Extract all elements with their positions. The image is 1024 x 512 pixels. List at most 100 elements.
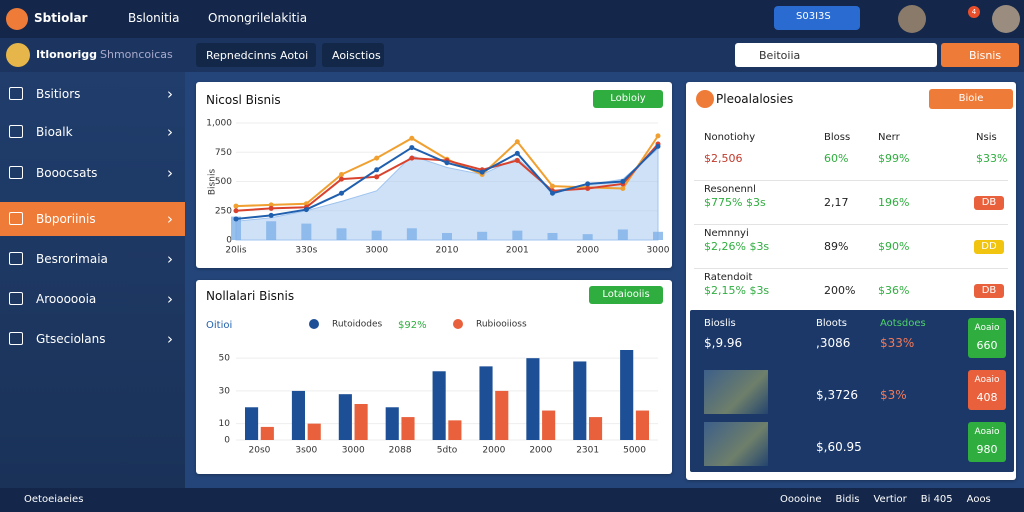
table-cell: $36% — [878, 284, 910, 297]
sidebar-item[interactable]: Bioalk — [0, 115, 185, 149]
table-cell: 196% — [878, 196, 910, 209]
table-cell: $99% — [878, 152, 910, 165]
x-tick-label: 20s0 — [249, 446, 271, 456]
bar — [617, 229, 628, 240]
button-label: Aoaio — [974, 375, 1000, 385]
thumbnail — [704, 370, 768, 414]
sidebar-item[interactable]: Besrorimaia — [0, 242, 185, 276]
bar — [260, 426, 274, 440]
row-button[interactable]: DB — [974, 196, 1004, 210]
x-tick-label: 330s — [295, 246, 317, 256]
table-cell: 2,17 — [824, 196, 849, 209]
sidebar-item[interactable]: Gtseciolans — [0, 322, 185, 356]
row-button[interactable]: DD — [974, 240, 1004, 254]
bar — [338, 394, 352, 440]
bar — [620, 350, 634, 440]
point — [620, 179, 626, 184]
legend-label: Rubiooiioss — [476, 320, 527, 330]
point — [409, 155, 415, 161]
legend-swatch — [453, 319, 463, 329]
nav-link[interactable]: Bslonitia — [128, 11, 180, 25]
bar — [542, 410, 556, 440]
icon — [9, 292, 23, 305]
sidebar-item[interactable]: Bbporiinis — [0, 202, 185, 236]
point — [514, 157, 520, 163]
table-header: Nonotiohy — [704, 132, 756, 143]
panel-button[interactable]: Bioie — [929, 89, 1013, 109]
sidebar-item[interactable]: Booocsats — [0, 156, 185, 190]
table-header: Bloss — [824, 132, 851, 143]
bar — [385, 407, 399, 440]
point — [339, 190, 344, 196]
list-button[interactable]: Aoaio 980 — [968, 422, 1006, 462]
bar — [354, 404, 368, 440]
footer-link[interactable]: Aoos — [966, 494, 991, 505]
icon — [9, 252, 23, 265]
badge-pill[interactable]: S03I3S — [774, 6, 860, 30]
footer-link[interactable]: Bi 405 — [920, 494, 953, 505]
y-tick-label: 0 — [226, 236, 232, 246]
list-button[interactable]: Aoaio 408 — [968, 370, 1006, 410]
footer-link[interactable]: Bidis — [835, 494, 860, 505]
search-box[interactable]: Beitoiia — [735, 43, 937, 67]
sidebar-item[interactable]: Bsitiors — [0, 77, 185, 111]
thumbnail — [704, 422, 768, 466]
point — [655, 143, 661, 149]
x-tick-label: 3000 — [365, 246, 388, 256]
list-value: $,9.96 — [704, 336, 743, 350]
avatar[interactable] — [992, 5, 1020, 33]
bar — [307, 423, 321, 440]
bar — [526, 358, 540, 440]
list-button[interactable]: Aoaio 660 — [968, 318, 1006, 358]
point — [409, 145, 415, 151]
legend-label: Rutoidodes — [332, 320, 383, 330]
bar — [495, 390, 509, 440]
point — [268, 212, 274, 218]
icon — [9, 332, 23, 345]
nav-link[interactable]: Omongrilelakitia — [208, 11, 308, 25]
footer-text: Oetoeiaeies — [24, 494, 84, 505]
footer-links: Ooooine Bidis Vertior Bi 405 Aoos — [780, 488, 1005, 512]
top-bar: Sbtiolar Bslonitia Omongrilelakitia S03I… — [0, 0, 1024, 38]
y-tick-label: 30 — [219, 386, 231, 396]
tab[interactable]: Aotoi — [280, 49, 309, 62]
panel-button[interactable]: Lotaiooiis — [589, 286, 663, 304]
sidebar-item[interactable]: Aroooooia — [0, 282, 185, 316]
panel-button[interactable]: Lobioiy — [593, 90, 663, 108]
tab[interactable]: Aoisctios — [322, 43, 384, 67]
bar — [477, 231, 488, 240]
brand: Sbtiolar — [34, 11, 88, 25]
y-tick-label: 250 — [215, 206, 232, 216]
bar — [266, 221, 277, 240]
bar — [336, 228, 347, 240]
y-tick-label: 750 — [215, 148, 232, 158]
button-value: 660 — [976, 339, 998, 352]
bar — [371, 230, 382, 240]
bar-chart: Rutoidodes Rubiooiioss 0 10 30 50 20s0 3s00 3000… — [219, 319, 658, 456]
avatar[interactable] — [898, 5, 926, 33]
point — [514, 150, 520, 156]
tab[interactable]: Repnedcinns — [206, 49, 277, 62]
icon — [9, 166, 23, 179]
row-label: Ratendoit — [704, 272, 753, 283]
bar — [401, 417, 415, 440]
x-tick-label: 5000 — [623, 446, 646, 456]
x-tick-label: 5dto — [437, 446, 458, 456]
action-button[interactable]: Bisnis — [941, 43, 1019, 67]
user-avatar — [6, 43, 30, 67]
bar — [301, 223, 312, 240]
y-tick-label: 500 — [215, 177, 232, 187]
bar — [547, 232, 558, 240]
bar — [231, 216, 241, 240]
x-tick-label: 3000 — [342, 446, 365, 456]
y-tick-label: 1,000 — [206, 119, 232, 129]
table-cell: $2,506 — [704, 152, 743, 165]
list-col: Aotsdoes — [880, 318, 926, 329]
footer-link[interactable]: Ooooine — [780, 494, 822, 505]
point — [339, 176, 344, 182]
table-cell: $33% — [976, 152, 1008, 165]
point — [374, 174, 380, 180]
footer-link[interactable]: Vertior — [873, 494, 907, 505]
row-button[interactable]: DB — [974, 284, 1004, 298]
